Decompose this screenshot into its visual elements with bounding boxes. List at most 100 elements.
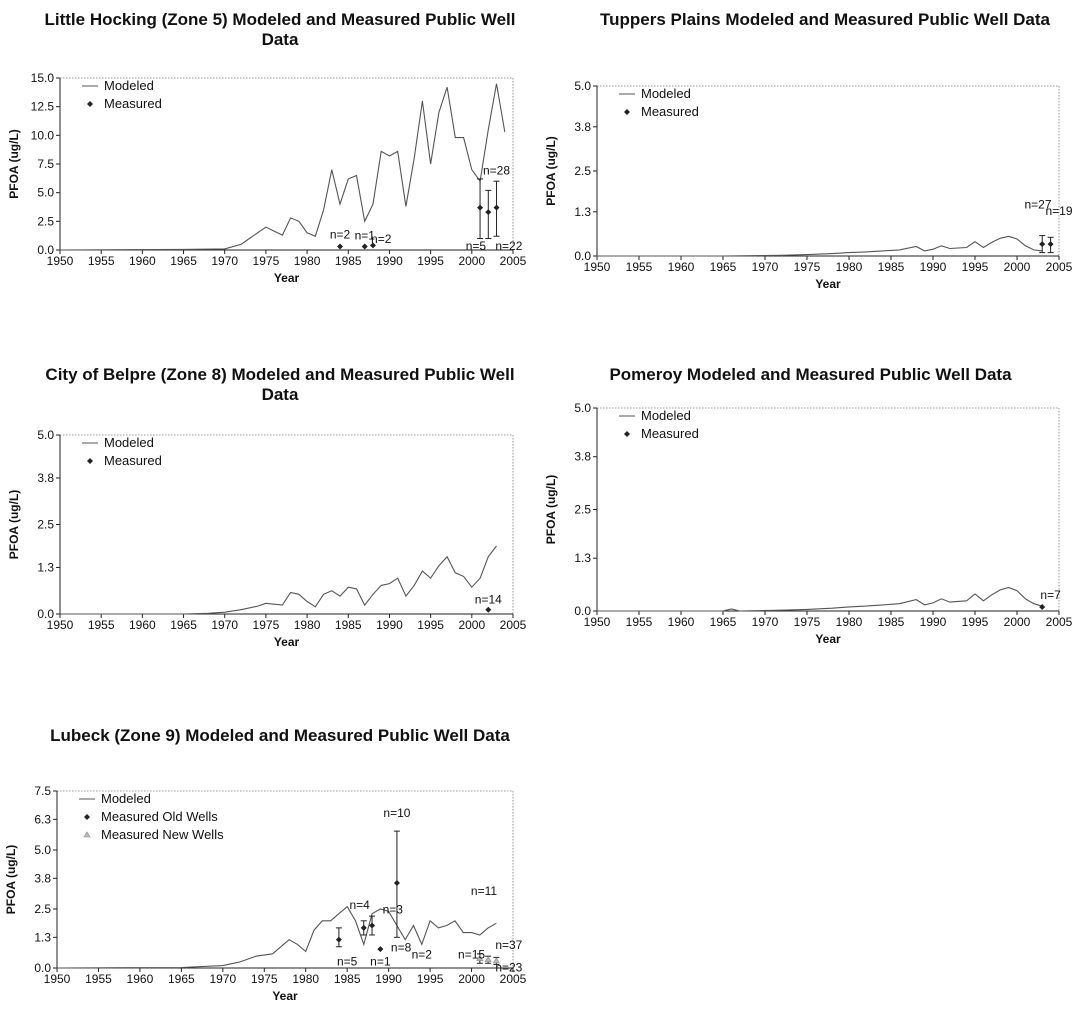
x-tick-label: 2000 bbox=[458, 254, 485, 268]
modeled-line bbox=[56, 905, 497, 969]
legend-label: Modeled bbox=[641, 408, 691, 423]
x-tick-label: 1950 bbox=[47, 254, 74, 268]
x-tick-label: 1985 bbox=[878, 260, 905, 274]
x-tick-label: 1985 bbox=[335, 254, 362, 268]
y-axis-label: PFOA (ug/L) bbox=[544, 136, 558, 206]
sample-count-annotation: n=3 bbox=[383, 903, 404, 917]
x-tick-label: 2000 bbox=[1004, 615, 1031, 629]
legend-label: Measured New Wells bbox=[101, 827, 224, 842]
x-tick-label: 1960 bbox=[129, 254, 156, 268]
x-tick-label: 2005 bbox=[500, 618, 527, 632]
sample-count-annotation: n=2 bbox=[412, 948, 433, 962]
modeled-line bbox=[597, 586, 1043, 612]
measured-point bbox=[337, 243, 344, 250]
x-axis-label: Year bbox=[815, 277, 841, 291]
legend-label: Measured bbox=[641, 104, 699, 119]
x-tick-label: 1965 bbox=[170, 618, 197, 632]
chart-title: Pomeroy Modeled and Measured Public Well… bbox=[609, 365, 1012, 384]
y-axis-label: PFOA (ug/L) bbox=[4, 845, 18, 915]
x-axis-label: Year bbox=[274, 635, 300, 649]
y-tick-label: 6.3 bbox=[34, 812, 51, 826]
x-tick-label: 1965 bbox=[710, 615, 737, 629]
x-tick-label: 1990 bbox=[376, 254, 403, 268]
y-tick-label: 5.0 bbox=[37, 186, 54, 200]
legend-label: Measured bbox=[641, 426, 699, 441]
x-tick-label: 1950 bbox=[584, 615, 611, 629]
sample-count-annotation: n=4 bbox=[349, 898, 370, 912]
x-tick-label: 1990 bbox=[920, 615, 947, 629]
x-axis-label: Year bbox=[815, 632, 841, 646]
measured-point bbox=[1039, 603, 1046, 610]
legend-label: Measured Old Wells bbox=[101, 809, 218, 824]
x-tick-label: 2000 bbox=[458, 972, 485, 986]
chart-tuppers-plains: Tuppers Plains Modeled and Measured Publ… bbox=[540, 0, 1081, 300]
x-tick-label: 1980 bbox=[292, 972, 319, 986]
legend-marker-swatch bbox=[624, 431, 630, 437]
x-tick-label: 1975 bbox=[253, 618, 280, 632]
legend-marker-swatch bbox=[87, 458, 93, 464]
legend-marker-swatch bbox=[84, 814, 90, 820]
x-tick-label: 1950 bbox=[47, 618, 74, 632]
sample-count-annotation: n=10 bbox=[383, 806, 410, 820]
chart-plot: 1950 1955 1960 1965 1970 1975 1980 1985 1990 1995… bbox=[544, 79, 1073, 291]
sample-count-annotation: n=28 bbox=[483, 163, 510, 177]
y-tick-label: 7.5 bbox=[34, 784, 51, 798]
measured-point bbox=[335, 936, 342, 943]
legend-marker-swatch bbox=[624, 109, 630, 115]
x-tick-label: 1960 bbox=[127, 972, 154, 986]
measured-point bbox=[377, 946, 384, 953]
x-tick-label: 2005 bbox=[1046, 260, 1073, 274]
measured-point bbox=[369, 922, 376, 929]
modeled-line bbox=[60, 545, 497, 615]
sample-count-annotation: n=14 bbox=[475, 592, 502, 606]
x-tick-label: 1970 bbox=[211, 254, 238, 268]
x-tick-label: 1995 bbox=[962, 615, 989, 629]
legend-label: Modeled bbox=[101, 791, 151, 806]
legend-label: Measured bbox=[104, 96, 162, 111]
y-tick-label: 5.0 bbox=[574, 79, 591, 93]
chart-plot: 1950 1955 1960 1965 1970 1975 1980 1985 1990 1995… bbox=[7, 71, 527, 285]
y-tick-label: 10.0 bbox=[31, 128, 55, 142]
x-tick-label: 1995 bbox=[962, 260, 989, 274]
y-tick-label: 2.5 bbox=[37, 518, 54, 532]
measured-point bbox=[393, 880, 400, 887]
modeled-line bbox=[59, 83, 506, 251]
y-tick-label: 2.5 bbox=[34, 902, 51, 916]
x-tick-label: 1975 bbox=[794, 260, 821, 274]
y-tick-label: 0.0 bbox=[574, 249, 591, 263]
y-tick-label: 0.0 bbox=[574, 604, 591, 618]
legend-label: Modeled bbox=[641, 86, 691, 101]
y-tick-label: 1.3 bbox=[34, 930, 51, 944]
y-tick-label: 3.8 bbox=[574, 450, 591, 464]
x-tick-label: 1955 bbox=[88, 254, 115, 268]
measured-point bbox=[1047, 241, 1054, 248]
sample-count-annotation: n=15 bbox=[458, 948, 485, 962]
sample-count-annotation: n=37 bbox=[495, 938, 522, 952]
sample-count-annotation: n=19 bbox=[1045, 204, 1072, 218]
measured-point bbox=[485, 606, 492, 613]
x-tick-label: 2000 bbox=[1004, 260, 1031, 274]
measured-point bbox=[493, 204, 500, 211]
y-tick-label: 5.0 bbox=[37, 428, 54, 442]
x-tick-label: 1965 bbox=[710, 260, 737, 274]
chart-title: City of Belpre (Zone 8) Modeled and Meas… bbox=[45, 365, 515, 404]
chart-city-of-belpre: City of Belpre (Zone 8) Modeled and Meas… bbox=[0, 355, 540, 665]
x-tick-label: 1965 bbox=[170, 254, 197, 268]
y-tick-label: 1.3 bbox=[574, 205, 591, 219]
x-tick-label: 1950 bbox=[44, 972, 71, 986]
y-axis-label: PFOA (ug/L) bbox=[7, 490, 21, 560]
x-tick-label: 2005 bbox=[500, 254, 527, 268]
x-tick-label: 2005 bbox=[500, 972, 527, 986]
x-tick-label: 1955 bbox=[85, 972, 112, 986]
chart-plot: 1950 1955 1960 1965 1970 1975 1980 1985 1990 1995… bbox=[4, 784, 527, 1003]
x-tick-label: 1975 bbox=[251, 972, 278, 986]
x-tick-label: 1960 bbox=[668, 615, 695, 629]
legend-marker-swatch bbox=[87, 101, 93, 107]
x-tick-label: 1995 bbox=[417, 254, 444, 268]
y-tick-label: 5.0 bbox=[34, 843, 51, 857]
chart-plot: 1950 1955 1960 1965 1970 1975 1980 1985 1990 1995… bbox=[544, 401, 1073, 646]
x-tick-label: 2005 bbox=[1046, 615, 1073, 629]
legend-label: Modeled bbox=[104, 78, 154, 93]
chart-lubeck: Lubeck (Zone 9) Modeled and Measured Pub… bbox=[0, 720, 540, 1009]
measured-point bbox=[360, 924, 367, 931]
